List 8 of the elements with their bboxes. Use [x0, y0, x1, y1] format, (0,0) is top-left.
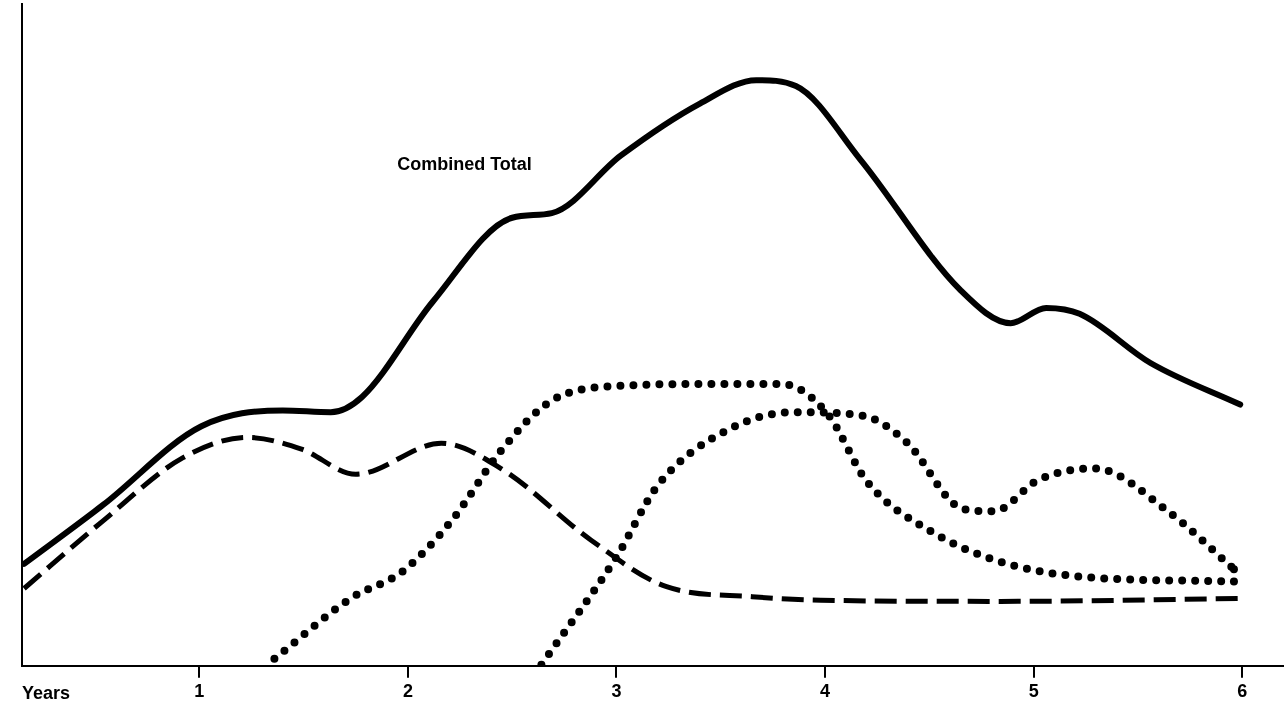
- text: Combined Total: [397, 154, 532, 175]
- x-tick-label: 4: [820, 680, 831, 701]
- x-tick-label: 2: [402, 680, 413, 701]
- x-axis-title: Years: [22, 683, 71, 704]
- x-tick-label: 3: [611, 680, 622, 701]
- x-tick-label: 1: [194, 680, 205, 701]
- x-tick-label: 6: [1237, 680, 1248, 701]
- x-tick-label: 5: [1028, 680, 1039, 701]
